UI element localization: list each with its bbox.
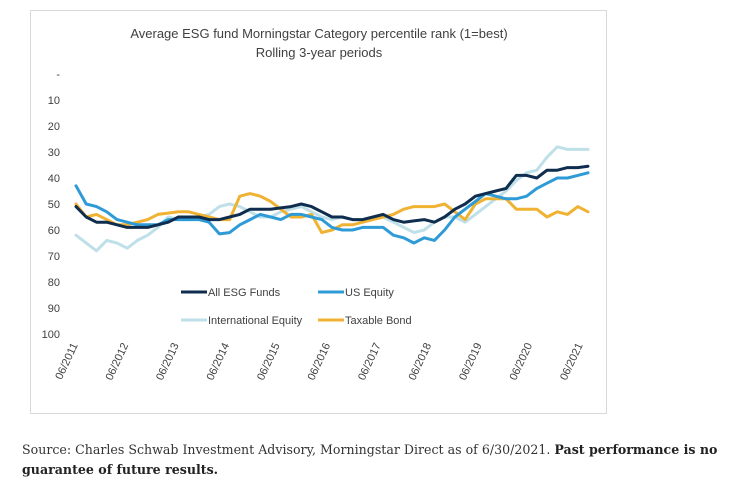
x-tick-label: 06/2013 [154, 341, 182, 382]
y-tick-label: 10 [48, 95, 60, 107]
y-tick-label: 20 [48, 121, 60, 133]
x-tick-label: 06/2018 [407, 341, 435, 382]
y-tick-label: 50 [48, 199, 60, 211]
y-tick-label: 80 [48, 277, 60, 289]
y-tick-label: 60 [48, 225, 60, 237]
chart-subtitle: Rolling 3-year periods [256, 45, 383, 60]
series-line-all-esg-funds [74, 164, 590, 229]
legend-label: All ESG Funds [208, 287, 281, 299]
y-axis: - 10 20 30 40 50 60 70 80 90 100 [42, 69, 61, 341]
x-axis: 06/2011 06/2012 06/2013 06/2014 06/2015 06/20… [53, 341, 585, 382]
y-tick-label: 70 [48, 251, 60, 263]
chart-frame: Average ESG fund Morningstar Category pe… [30, 10, 607, 414]
y-tick-label: 30 [48, 147, 60, 159]
line-chart: Average ESG fund Morningstar Category pe… [42, 26, 590, 382]
legend-label: US Equity [345, 287, 394, 299]
x-tick-label: 06/2017 [356, 341, 384, 382]
x-tick-label: 06/2012 [104, 341, 132, 382]
y-tick-label: 90 [48, 303, 60, 315]
legend-label: International Equity [208, 315, 303, 327]
x-tick-label: 06/2021 [558, 341, 586, 382]
source-text: Source: Charles Schwab Investment Adviso… [22, 442, 555, 457]
x-tick-label: 06/2016 [306, 341, 334, 382]
x-tick-label: 06/2015 [255, 341, 283, 382]
y-tick-label: - [56, 69, 60, 81]
y-tick-label: 100 [42, 329, 60, 341]
series-lines [74, 145, 590, 253]
x-tick-label: 06/2019 [457, 341, 485, 382]
x-tick-label: 06/2011 [53, 341, 80, 381]
chart-legend: All ESG Funds US Equity International Equi… [181, 287, 412, 327]
x-tick-label: 06/2020 [508, 341, 536, 382]
source-note: Source: Charles Schwab Investment Adviso… [22, 440, 737, 480]
y-tick-label: 40 [48, 173, 60, 185]
chart-title: Average ESG fund Morningstar Category pe… [130, 26, 507, 41]
legend-label: Taxable Bond [345, 315, 412, 327]
x-tick-label: 06/2014 [205, 341, 233, 382]
disclaimer-text: Past performance is no guarantee of futu… [22, 442, 718, 477]
